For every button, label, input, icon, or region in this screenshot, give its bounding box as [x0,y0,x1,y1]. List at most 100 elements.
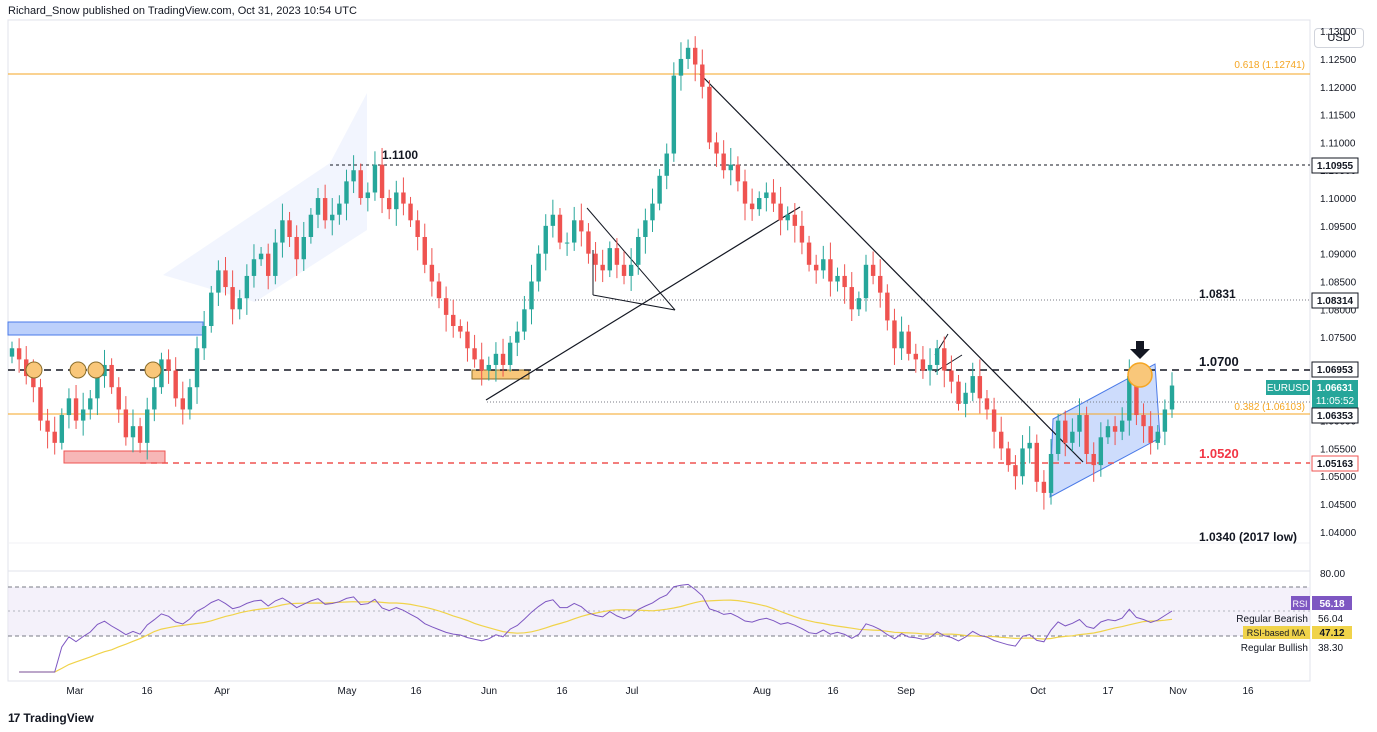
candle-body [1084,415,1089,454]
candle-body [564,242,570,244]
candle-body [315,198,321,215]
candle-body [522,309,527,332]
candle-body [237,298,242,310]
support-zone [63,450,166,464]
price-tag-108314: 1.08314 [1311,292,1359,309]
candle-body [970,376,975,393]
candle-body [557,214,563,243]
candle-body [273,242,278,276]
candle-body [1134,376,1139,416]
time-tick-label: Jun [481,686,497,697]
candle-body [1112,426,1118,432]
candle-body [145,409,150,443]
candle-body [130,426,136,438]
candle-body [657,175,662,204]
candle-body [330,214,335,221]
candle-body [358,170,363,199]
currency-button[interactable]: USD [1314,28,1364,48]
price-tick-label: 1.08500 [1320,278,1357,289]
candle-body [116,387,121,410]
candle-body [80,409,86,421]
candle-body [337,203,342,215]
candle-body [700,64,705,87]
candle-body [806,242,812,265]
price-tag-108314-text: 1.08314 [1317,296,1354,307]
candle-body [692,47,698,65]
candle-body [842,275,847,288]
price-tick-label: 1.12000 [1320,83,1357,94]
price-tag-106353: 1.06353 [1311,407,1359,424]
candle-body [529,281,534,310]
june-uptrend-line [485,206,801,401]
countdown-text: 11:05:52 [1316,396,1355,407]
candle-body [863,264,869,299]
candle-body [885,292,890,321]
candle-body [223,270,228,288]
candle-body [1070,431,1075,443]
candle-body [287,220,292,237]
time-tick-label: 16 [410,686,422,697]
candle-body [1048,453,1054,493]
price-tick-label: 1.05500 [1320,444,1357,455]
candle-body [949,370,954,382]
candle-body [265,253,271,276]
candle-body [934,348,940,365]
candle-body [102,364,107,377]
candle-body [251,259,257,276]
candle-body [137,426,143,443]
tradingview-logo[interactable]: 17 TradingView [8,711,94,725]
time-tick-label: May [338,686,357,697]
candle-body [258,253,264,260]
downtrend-line [699,73,1084,463]
candle-body [507,342,513,365]
candle-body [942,348,947,371]
price-tag-106953: 1.06953 [1311,361,1359,378]
candle-body [678,58,684,76]
rsi-top-tick: 80.00 [1320,569,1345,580]
candle-body [728,164,733,171]
candle-body [386,198,392,210]
candle-body [878,275,883,293]
candle-body [31,376,36,388]
time-axis-ticks: Mar 16 Apr May 16 Jun 16 Jul Aug 16 Sep Oct 17 Nov 16 [66,686,1254,697]
candle-body [123,409,129,438]
candle-body [479,359,484,371]
candle-body [742,181,748,204]
candle-body [515,331,520,343]
candle-body [201,326,207,349]
candle-body [828,259,833,282]
candle-body [757,198,762,210]
time-tick-label: Nov [1169,686,1187,697]
candle-body [59,415,65,443]
candle-body [963,392,968,404]
candle-body [735,164,741,182]
candle-body [38,387,43,421]
candle-body [614,248,620,265]
candle-body [628,264,634,276]
time-tick-label: Aug [753,686,771,697]
time-tick-label: 17 [1102,686,1114,697]
time-tick-label: Oct [1030,686,1046,697]
candle-body [372,164,378,193]
candle-body [458,326,463,332]
fib-618-label: 0.618 (1.12741) [1234,60,1305,71]
candle-body [1105,426,1111,438]
level-1083-label: 1.0831 [1199,287,1236,301]
rsi-bullish-label: Regular Bullish [1241,643,1308,654]
candle-body [209,292,214,327]
candle-body [636,236,641,265]
touch-marker [144,361,162,379]
candle-body [351,170,356,182]
time-tick-label: 16 [556,686,568,697]
candle-body [543,225,548,254]
touch-marker [87,361,105,379]
candle-body [1148,426,1153,443]
uptrend-channel [163,93,367,302]
price-axis-ticks: 1.130001.125001.120001.115001.110001.105… [1320,27,1357,539]
candle-body [173,370,178,399]
tradingview-logo-icon: 17 [8,711,20,725]
candle-body [977,376,983,399]
symbol-price-tag: EURUSD 1.06631 11:05:52 [1266,380,1358,408]
level-1100-label: 1.1100 [382,148,418,162]
